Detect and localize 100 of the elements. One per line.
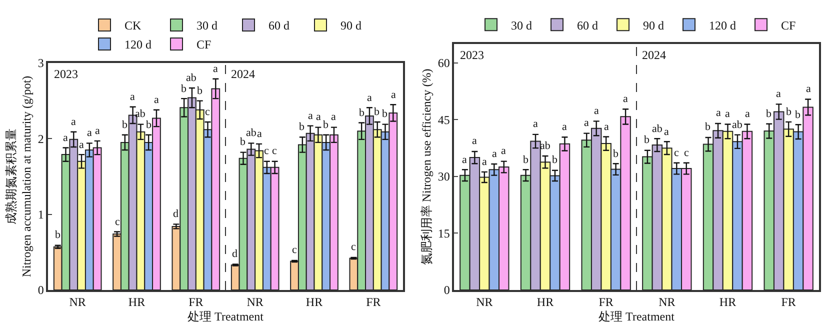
data-label: b [323, 119, 329, 131]
data-label: a [623, 93, 628, 105]
x-tick-label: HR [719, 295, 736, 310]
y-tick-label: 1 [38, 208, 44, 222]
data-label: a [806, 83, 811, 95]
y-tick-label: 15 [438, 226, 450, 240]
legend-label: 120 d [124, 38, 152, 52]
data-label: a [501, 145, 506, 157]
x-tick-label: HR [306, 295, 323, 310]
annotation: 2024 [642, 48, 666, 62]
y-tick-label: 45 [438, 112, 450, 127]
data-label: a [482, 156, 487, 168]
x-tick-label: NR [69, 295, 86, 310]
legend-label: 90 d [340, 18, 362, 33]
data-label: a [664, 126, 669, 138]
legend-label: CK [124, 18, 142, 33]
annotation: 2024 [231, 67, 255, 81]
x-tick-label: NR [658, 295, 676, 310]
data-label: a [79, 139, 84, 151]
x-tick-label: FR [366, 295, 381, 310]
data-label: ab [186, 72, 197, 84]
data-label: ab [732, 119, 743, 131]
data-label: c [205, 106, 210, 118]
data-label: c [264, 145, 269, 157]
data-label: b [122, 119, 128, 131]
legend-label: 60 d [577, 18, 598, 32]
data-label: ab [246, 127, 257, 139]
y-tick-label: 3 [38, 56, 44, 70]
y-tick-label: 0 [38, 283, 44, 298]
data-label: b [382, 108, 388, 120]
x-tick-label: NR [246, 295, 264, 310]
data-label: b [795, 109, 801, 121]
x-axis-title: 处理 Treatment [598, 310, 676, 324]
x-axis-title: 处理 Treatment [188, 310, 264, 324]
data-label: b [523, 154, 529, 166]
data-label: b [705, 121, 711, 133]
y-tick-label: 30 [438, 170, 450, 184]
annotation: 2023 [460, 48, 484, 62]
data-label: b [240, 136, 246, 148]
data-label: b [786, 106, 792, 118]
data-label: a [95, 125, 100, 137]
data-label: a [472, 135, 477, 147]
data-label: c [351, 241, 356, 253]
data-label: d [173, 208, 179, 220]
data-label: c [674, 147, 679, 159]
legend-label: CF [781, 18, 796, 32]
data-label: b [374, 106, 380, 118]
data-label: a [257, 128, 262, 140]
data-label: a [594, 105, 599, 117]
legend-label: 30 d [511, 18, 532, 32]
data-label: b [299, 121, 305, 133]
data-label: d [232, 248, 238, 260]
x-tick-label: HR [536, 295, 554, 310]
data-label: b [181, 83, 187, 95]
data-label: b [613, 148, 619, 160]
data-label: b [197, 85, 203, 97]
x-tick-label: NR [476, 295, 493, 310]
legend-label: 120 d [709, 18, 736, 32]
y-tick-label: 0 [444, 283, 450, 298]
y-tick-label: 2 [38, 132, 44, 146]
x-tick-label: FR [781, 295, 796, 310]
data-label: a [316, 111, 321, 123]
data-label: a [745, 108, 750, 120]
legend-label: 30 d [196, 18, 218, 33]
data-label: a [584, 117, 589, 129]
data-label: b [552, 154, 558, 166]
data-label: b [146, 119, 152, 131]
data-label: a [391, 89, 396, 101]
data-label: b [55, 229, 61, 241]
data-label: a [308, 110, 313, 122]
data-label: a [367, 92, 372, 104]
data-label: c [292, 244, 297, 256]
x-tick-label: HR [128, 295, 146, 310]
data-label: a [213, 63, 218, 75]
data-label: b [359, 107, 365, 119]
data-label: c [684, 147, 689, 159]
legend-label: 60 d [268, 18, 290, 33]
x-tick-label: FR [598, 295, 614, 310]
y-axis-title: 成熟期氮素积累量 Nitrogen accumulation at maturity (g/pot) [4, 76, 34, 278]
data-label: a [462, 154, 467, 166]
data-label: a [331, 111, 336, 123]
data-label: b [766, 108, 772, 120]
data-label: ab [652, 123, 663, 135]
data-label: a [562, 121, 567, 133]
data-label: c [115, 216, 120, 228]
y-axis-title: 氮肥利用率 Nitrogen use efficiency (%) [420, 68, 434, 266]
y-tick-label: 60 [438, 56, 450, 70]
data-label: a [154, 94, 159, 106]
data-label: ab [135, 108, 146, 120]
legend-label: CF [196, 38, 212, 52]
annotation: 2023 [54, 67, 78, 81]
legend-label: 90 d [643, 18, 664, 32]
data-label: a [776, 88, 781, 100]
data-label: a [63, 132, 68, 144]
data-label: a [130, 91, 135, 103]
data-label: a [71, 116, 76, 128]
data-label: c [272, 145, 277, 157]
data-label: b [644, 134, 650, 146]
data-label: a [492, 148, 497, 160]
data-label: a [533, 118, 538, 130]
